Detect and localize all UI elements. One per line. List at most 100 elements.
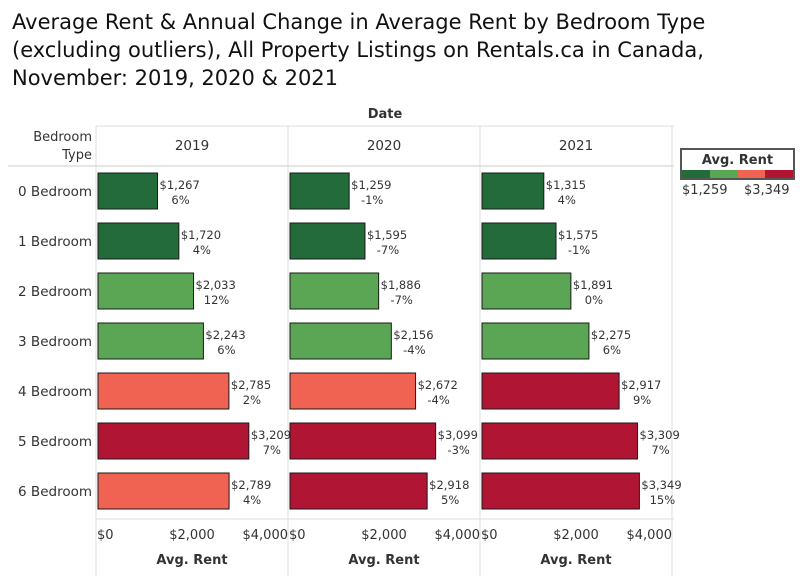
x-tick-label: $2,000: [553, 528, 599, 543]
x-tick-label: $2,000: [169, 528, 215, 543]
row-label: 3 Bedroom: [18, 334, 92, 350]
bar-value-label: $2,917: [621, 378, 661, 392]
row-header-line-1: Bedroom: [33, 130, 92, 145]
bar: [481, 272, 572, 310]
row-label: 0 Bedroom: [18, 184, 92, 200]
bar-change-label: 5%: [441, 493, 459, 507]
panel-header-2019: 2019: [175, 138, 209, 154]
bar: [97, 422, 250, 460]
bar-change-label: 12%: [204, 293, 230, 307]
row-label: 2 Bedroom: [18, 284, 92, 300]
bar-value-label: $1,259: [351, 178, 391, 192]
x-tick-label: $2,000: [361, 528, 407, 543]
bar-value-label: $1,315: [546, 178, 586, 192]
bar: [289, 472, 428, 510]
bar: [481, 472, 640, 510]
bar-value-label: $1,267: [160, 178, 200, 192]
chart-title-line-3: November: 2019, 2020 & 2021: [12, 66, 339, 90]
bar-value-label: $1,720: [181, 228, 221, 242]
bar: [481, 372, 620, 410]
bar: [289, 322, 392, 360]
legend-min-label: $1,259: [682, 183, 728, 198]
bar: [289, 222, 366, 260]
bar-change-label: 15%: [650, 493, 676, 507]
panel-header-2020: 2020: [367, 138, 401, 154]
bar-value-label: $2,033: [196, 278, 236, 292]
bar: [97, 172, 159, 210]
bar: [289, 172, 350, 210]
bar: [481, 172, 545, 210]
bar-value-label: $2,243: [205, 328, 245, 342]
bar-value-label: $3,209: [251, 428, 291, 442]
bar-change-label: -7%: [390, 293, 412, 307]
panel-header-2021: 2021: [559, 138, 593, 154]
bar: [481, 322, 590, 360]
legend-max-label: $3,349: [744, 183, 790, 198]
x-tick-label: $4,000: [243, 528, 289, 543]
chart-title-line-2: (excluding outliers), All Property Listi…: [12, 38, 704, 62]
bar-value-label: $2,789: [231, 478, 271, 492]
bar-change-label: 0%: [585, 293, 603, 307]
bar-change-label: -1%: [568, 243, 590, 257]
legend-swatch-2: [737, 170, 766, 178]
bar: [97, 272, 195, 310]
bar-value-label: $3,309: [640, 428, 680, 442]
chart-title-line-1: Average Rent & Annual Change in Average …: [12, 10, 706, 34]
bar-value-label: $1,595: [367, 228, 407, 242]
row-label: 4 Bedroom: [18, 384, 92, 400]
row-header-line-2: Type: [61, 148, 92, 163]
bar-change-label: 7%: [651, 443, 669, 457]
bar-change-label: -4%: [427, 393, 449, 407]
bar-change-label: 6%: [217, 343, 235, 357]
bar-value-label: $1,886: [381, 278, 421, 292]
bar-change-label: 4%: [243, 493, 261, 507]
color-legend[interactable]: Avg. Rent: [680, 148, 795, 180]
bar-value-label: $3,099: [438, 428, 478, 442]
bar-change-label: 7%: [263, 443, 281, 457]
legend-swatch-3: [765, 170, 793, 178]
bar: [97, 222, 180, 260]
x-tick-label: $0: [97, 528, 114, 543]
bar: [97, 322, 204, 360]
x-tick-label: $0: [289, 528, 306, 543]
bar-change-label: 6%: [171, 193, 189, 207]
bar-value-label: $2,918: [429, 478, 469, 492]
bar: [97, 472, 230, 510]
bar-value-label: $3,349: [641, 478, 681, 492]
chart-title: Average Rent & Annual Change in Average …: [12, 8, 706, 92]
bar: [289, 422, 437, 460]
bar-change-label: 4%: [193, 243, 211, 257]
bar-change-label: -4%: [403, 343, 425, 357]
x-axis-label: Avg. Rent: [156, 553, 227, 568]
bar-change-label: 9%: [633, 393, 651, 407]
legend-title: Avg. Rent: [701, 153, 774, 168]
row-label: 5 Bedroom: [18, 434, 92, 450]
bar: [289, 272, 380, 310]
bar: [97, 372, 230, 410]
bar-change-label: 6%: [603, 343, 621, 357]
bar-change-label: -3%: [447, 443, 469, 457]
bar: [289, 372, 417, 410]
row-label: 1 Bedroom: [18, 234, 92, 250]
bar-change-label: 2%: [243, 393, 261, 407]
x-tick-label: $4,000: [627, 528, 673, 543]
bar: [481, 222, 557, 260]
x-axis-label: Avg. Rent: [540, 553, 611, 568]
legend-swatch-1: [709, 170, 738, 178]
bar-value-label: $2,275: [591, 328, 631, 342]
row-label: 6 Bedroom: [18, 484, 92, 500]
bar-change-label: 4%: [558, 193, 576, 207]
x-axis-label: Avg. Rent: [348, 553, 419, 568]
bar-value-label: $2,672: [418, 378, 458, 392]
column-group-label: Date: [368, 107, 403, 122]
bar-value-label: $1,891: [573, 278, 613, 292]
bar-change-label: -1%: [361, 193, 383, 207]
bar: [481, 422, 639, 460]
bar-value-label: $1,575: [558, 228, 598, 242]
x-tick-label: $0: [481, 528, 498, 543]
legend-color-ramp: [682, 170, 793, 178]
bar-change-label: -7%: [377, 243, 399, 257]
bar-value-label: $2,156: [393, 328, 433, 342]
x-tick-label: $4,000: [435, 528, 481, 543]
